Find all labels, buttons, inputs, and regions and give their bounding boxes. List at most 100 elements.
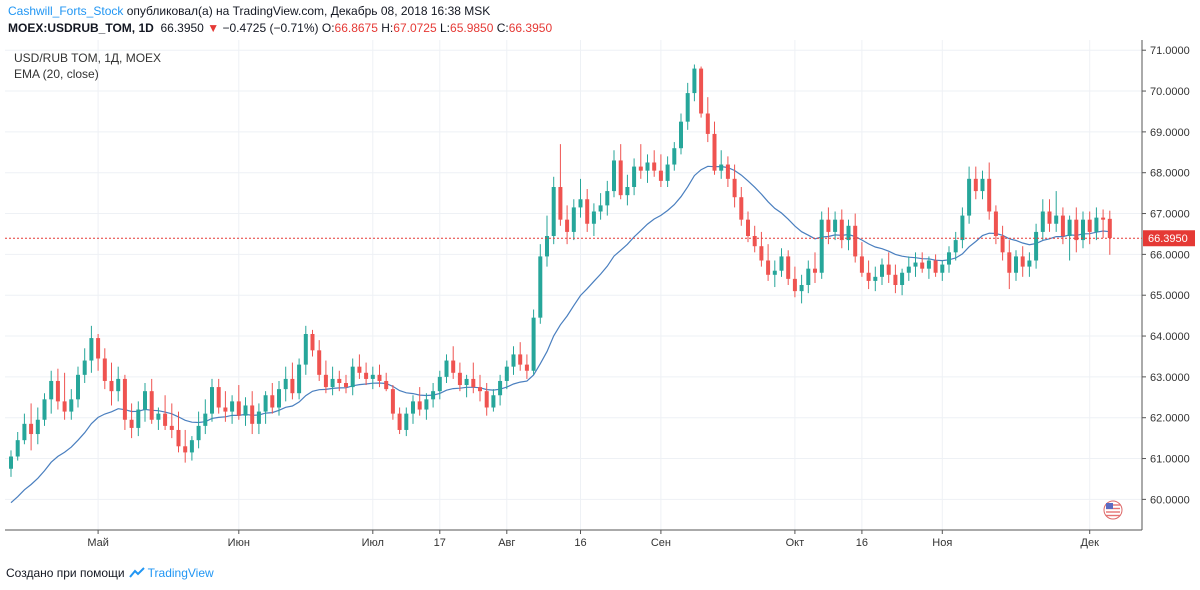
candle-up[interactable] (779, 256, 784, 271)
candle-up[interactable] (431, 391, 436, 400)
candle-down[interactable] (96, 338, 101, 359)
candle-down[interactable] (618, 160, 623, 196)
candle-down[interactable] (270, 395, 275, 408)
candle-up[interactable] (1054, 215, 1059, 224)
candle-down[interactable] (417, 401, 422, 410)
candle-up[interactable] (612, 160, 616, 192)
candle-down[interactable] (109, 380, 114, 392)
candle-up[interactable] (665, 164, 670, 181)
candle-down[interactable] (1074, 219, 1079, 241)
candle-down[interactable] (792, 278, 797, 292)
candle-down[interactable] (565, 219, 570, 232)
candle-up[interactable] (880, 264, 884, 277)
candle-down[interactable] (169, 425, 174, 430)
candle-up[interactable] (906, 266, 911, 273)
candle-up[interactable] (350, 366, 355, 388)
candle-up[interactable] (819, 219, 824, 273)
candle-up[interactable] (692, 68, 697, 94)
candle-down[interactable] (866, 272, 871, 281)
candle-up[interactable] (370, 374, 375, 379)
candle-down[interactable] (457, 372, 462, 386)
candle-down[interactable] (652, 162, 657, 171)
candle-up[interactable] (424, 399, 429, 410)
candle-up[interactable] (926, 260, 931, 269)
candle-up[interactable] (772, 270, 777, 275)
candle-down[interactable] (993, 211, 998, 237)
candle-up[interactable] (297, 364, 302, 394)
candle-down[interactable] (752, 236, 757, 247)
candle-down[interactable] (732, 178, 737, 198)
candle-up[interactable] (136, 409, 141, 428)
candle-down[interactable] (357, 366, 362, 373)
candle-down[interactable] (478, 387, 482, 392)
candle-up[interactable] (1040, 211, 1045, 232)
candle-up[interactable] (156, 413, 161, 420)
candle-up[interactable] (947, 252, 951, 265)
candle-up[interactable] (632, 166, 637, 187)
candle-down[interactable] (725, 164, 730, 179)
candle-down[interactable] (216, 387, 221, 408)
candle-up[interactable] (330, 378, 335, 388)
candle-up[interactable] (672, 148, 677, 165)
candle-up[interactable] (685, 93, 690, 122)
candle-up[interactable] (303, 334, 308, 365)
candle-up[interactable] (799, 285, 804, 292)
candle-down[interactable] (1007, 252, 1012, 273)
candle-up[interactable] (263, 395, 268, 412)
candle-down[interactable] (786, 256, 791, 279)
candle-up[interactable] (210, 387, 214, 414)
candle-down[interactable] (102, 358, 107, 381)
candle-down[interactable] (739, 197, 744, 220)
candle-down[interactable] (290, 378, 295, 394)
candle-up[interactable] (591, 211, 596, 224)
candle-up[interactable] (1081, 219, 1085, 241)
candle-up[interactable] (143, 391, 147, 410)
candle-up[interactable] (42, 399, 47, 420)
candle-down[interactable] (55, 380, 60, 402)
candle-down[interactable] (839, 219, 844, 241)
candle-down[interactable] (705, 113, 710, 134)
indicator-label[interactable]: EMA (20, close) (14, 67, 99, 81)
candle-up[interactable] (35, 419, 40, 435)
candle-down[interactable] (323, 374, 328, 388)
candle-down[interactable] (766, 260, 771, 275)
candle-up[interactable] (444, 360, 449, 377)
candle-down[interactable] (310, 334, 315, 351)
candle-up[interactable] (578, 199, 583, 208)
candle-down[interactable] (893, 274, 898, 285)
candle-down[interactable] (451, 360, 456, 373)
candle-up[interactable] (196, 425, 201, 441)
candle-down[interactable] (149, 391, 154, 420)
candle-down[interactable] (317, 350, 322, 375)
candlestick-chart[interactable]: 60.0000 61.0000 62.0000 63.0000 64.0000 65.00… (5, 40, 1195, 555)
candle-up[interactable] (940, 264, 945, 273)
candle-up[interactable] (203, 413, 208, 426)
candle-up[interactable] (1034, 231, 1039, 261)
candle-down[interactable] (712, 133, 717, 171)
candle-up[interactable] (230, 401, 235, 412)
candle-up[interactable] (511, 354, 516, 367)
candle-down[interactable] (1087, 219, 1092, 232)
candle-up[interactable] (598, 205, 603, 212)
candle-down[interactable] (163, 413, 168, 426)
candle-down[interactable] (1020, 256, 1025, 267)
candle-up[interactable] (625, 187, 630, 196)
candle-up[interactable] (833, 219, 838, 232)
candle-down[interactable] (29, 423, 34, 435)
candle-down[interactable] (122, 378, 127, 420)
candle-down[interactable] (1000, 236, 1005, 253)
candle-up[interactable] (9, 456, 13, 469)
candle-up[interactable] (404, 413, 409, 430)
candle-down[interactable] (886, 264, 891, 275)
candle-down[interactable] (250, 405, 255, 424)
candle-down[interactable] (518, 354, 523, 365)
candle-up[interactable] (504, 366, 509, 381)
candle-down[interactable] (337, 378, 342, 383)
candle-down[interactable] (699, 68, 704, 114)
candle-up[interactable] (22, 423, 27, 441)
candle-down[interactable] (524, 364, 529, 371)
candle-down[interactable] (987, 178, 992, 212)
candle-up[interactable] (498, 380, 503, 396)
candle-up[interactable] (531, 317, 536, 371)
candle-down[interactable] (585, 199, 590, 224)
